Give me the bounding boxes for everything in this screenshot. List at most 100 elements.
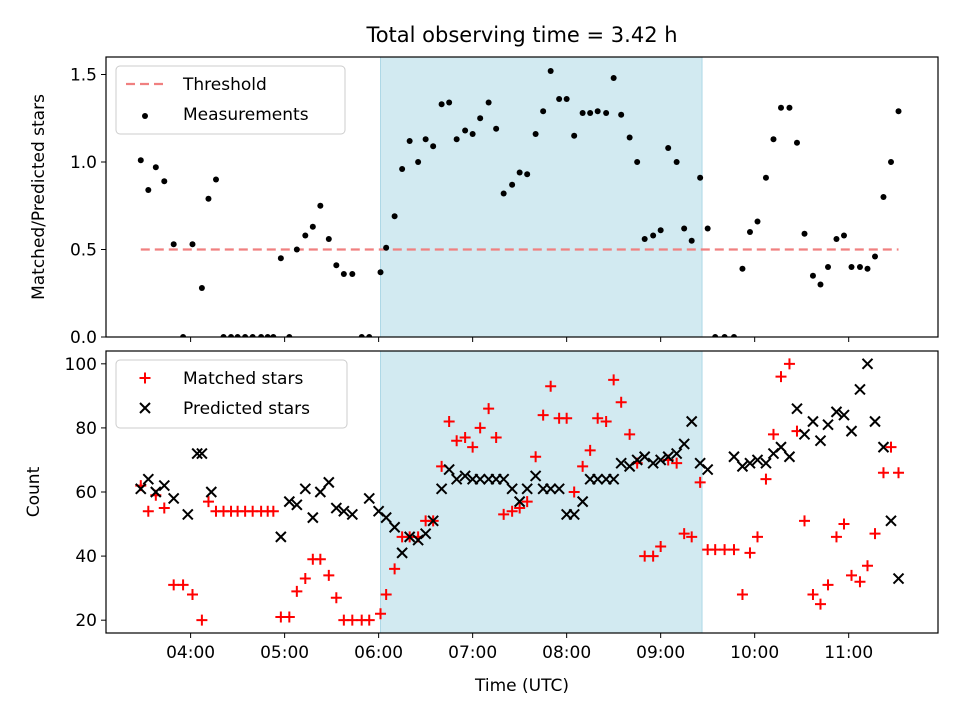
predicted-star-point [685, 415, 698, 428]
measurement-point [516, 169, 523, 176]
measurement-point [864, 265, 871, 272]
matched-star-point [346, 614, 358, 626]
measurement-point [778, 104, 785, 111]
measurement-point [809, 272, 816, 279]
y-tick-label: 80 [75, 419, 97, 439]
predicted-star-point [783, 451, 796, 463]
measurement-point [509, 181, 516, 188]
measurement-point [270, 334, 277, 337]
matched-star-point [615, 396, 627, 408]
predicted-star-point [299, 483, 312, 495]
matched-star-point [877, 467, 889, 479]
predicted-star-point [158, 479, 170, 492]
predicted-star-point [506, 483, 518, 495]
measurement-point [887, 159, 894, 165]
measurement-point [333, 262, 340, 269]
measurement-point [556, 96, 563, 102]
predicted-star-point [314, 486, 327, 498]
measurement-point [469, 131, 476, 137]
measurement-point [626, 134, 633, 141]
measurement-point [453, 136, 460, 143]
matched-star-point [709, 544, 721, 556]
predicted-star-point [403, 531, 416, 543]
legend-box [115, 359, 348, 429]
measurement-point [770, 136, 777, 143]
measurement-point [697, 174, 704, 181]
matched-star-point [506, 505, 518, 517]
measurement-point [358, 334, 365, 337]
measurement-point [406, 138, 413, 144]
measurement-point [161, 178, 168, 185]
predicted-star-point [728, 451, 740, 463]
matched-star-point [686, 531, 698, 543]
y-tick-label: 20 [75, 611, 97, 631]
predicted-star-point [751, 454, 764, 466]
matched-star-point [893, 467, 905, 479]
matched-star-point [561, 412, 573, 424]
measurement-point [618, 111, 625, 118]
measurement-point [391, 213, 398, 220]
predicted-star-point [338, 505, 350, 517]
measurement-point [739, 265, 746, 272]
y-tick-label: 0.0 [70, 328, 97, 348]
matched-star-point [168, 579, 180, 591]
matched-star-point [299, 573, 311, 585]
matched-star-point [330, 592, 342, 604]
matched-star-point [822, 579, 834, 591]
predicted-star-point [450, 473, 463, 485]
x-tick-label: 10:00 [730, 643, 779, 663]
measurement-point [786, 104, 793, 111]
predicted-star-point [736, 460, 749, 473]
measurement-point [462, 127, 469, 134]
measurement-point [349, 271, 356, 277]
measurement-point [446, 99, 453, 106]
bottom-panel: 20 40 60 80 100 04:00 05:00 06:00 07:00 08:00 09:0… [24, 350, 939, 663]
observing-window-span [380, 56, 703, 338]
measurement-point [721, 334, 728, 337]
measurement-point [493, 125, 500, 132]
measurement-point [579, 110, 586, 116]
matched-star-point [751, 531, 763, 543]
measurement-point [673, 159, 680, 165]
predicted-star-point [854, 383, 866, 396]
measurement-point [571, 132, 578, 139]
matched-star-point [719, 544, 731, 556]
matched-star-point [608, 374, 620, 386]
matched-star-point [474, 422, 486, 434]
matched-star-point [736, 589, 748, 601]
matched-star-point [577, 460, 589, 472]
predicted-star-point [877, 441, 890, 453]
y-axis-label: Count [24, 466, 44, 517]
measurement-point [264, 334, 271, 337]
measurement-point [220, 334, 227, 337]
measurement-point [198, 285, 205, 291]
measurement-point [430, 143, 437, 150]
legend-matched-swatch [139, 372, 151, 384]
measurement-point [681, 225, 688, 232]
matched-star-point [443, 416, 455, 427]
measurement-point [180, 334, 187, 337]
predicted-star-point [744, 457, 756, 469]
measurement-point [524, 171, 531, 178]
matched-star-point [267, 505, 279, 517]
measurement-point [377, 269, 384, 276]
matched-star-point [838, 518, 850, 530]
measurement-point [212, 176, 219, 183]
predicted-star-point [838, 409, 850, 421]
legend-label: Measurements [183, 105, 309, 125]
legend-predicted-swatch [139, 402, 151, 414]
x-tick-label: 08:00 [542, 643, 591, 663]
matched-star-point [624, 428, 636, 440]
measurement-point [325, 236, 332, 242]
measurement-point [754, 218, 761, 225]
predicted-star-point [701, 463, 714, 476]
matched-star-point [600, 416, 612, 427]
matched-star-point [846, 569, 858, 581]
measurement-point [872, 253, 879, 260]
x-axis-label: Time (UTC) [474, 676, 569, 696]
matched-star-point [814, 598, 826, 610]
measurement-point [817, 281, 824, 288]
predicted-star-point [678, 438, 690, 450]
measurement-point [657, 227, 664, 234]
predicted-star-point [388, 521, 401, 533]
